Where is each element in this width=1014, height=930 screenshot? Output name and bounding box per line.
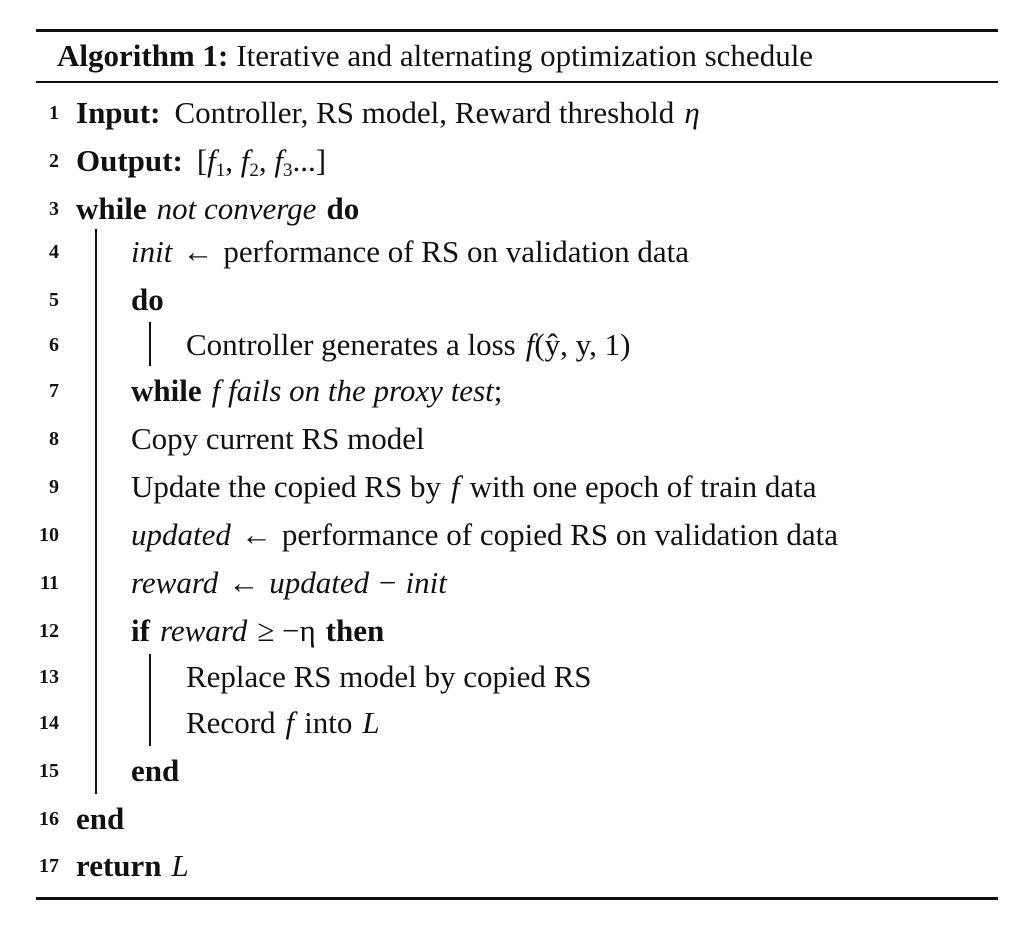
line-text: Controller generates a loss f(ŷ, y, 1)	[186, 327, 631, 362]
line-number: 11	[40, 572, 59, 594]
line-number: 13	[39, 666, 59, 688]
algorithm-line-2: 2 Output: [f1, f2, f3...]	[0, 138, 1014, 184]
if-keyword: if	[131, 613, 150, 648]
line-text: init ← performance of RS on validation dat…	[131, 234, 690, 269]
algorithm-line-7: 7 while f fails on the proxy test;	[0, 368, 1014, 414]
then-keyword: then	[325, 613, 385, 648]
line-text: Input: Controller, RS model, Reward thres…	[76, 90, 700, 136]
line-text: Replace RS model by copied RS	[186, 659, 592, 694]
line-text: reward ← updated − init	[131, 565, 447, 600]
while-keyword: while	[131, 373, 202, 408]
algorithm-line-15: 15 end	[0, 748, 1014, 794]
line-number: 3	[49, 198, 59, 220]
line-number: 6	[49, 334, 59, 356]
algorithm-line-13: 13 Replace RS model by copied RS	[0, 654, 1014, 700]
line-text: while not converge do	[76, 186, 359, 232]
algorithm-line-8: 8 Copy current RS model	[0, 416, 1014, 462]
caption-rule	[36, 81, 998, 83]
algorithm-title: Iterative and alternating optimization s…	[236, 38, 814, 73]
line-text: return L	[76, 848, 189, 883]
algorithm-line-3: 3 while not converge do	[0, 186, 1014, 232]
algorithm-label: Algorithm 1:	[57, 38, 229, 73]
line-text: end	[131, 748, 179, 794]
eta-symbol: η	[684, 95, 700, 130]
line-number: 7	[49, 380, 59, 402]
algorithm-line-12: 12 if reward ≥ −η then	[0, 608, 1014, 654]
line-text: end	[76, 796, 124, 842]
while-condition: not converge	[156, 191, 317, 226]
line-number: 16	[39, 808, 59, 830]
line-number: 12	[39, 620, 59, 642]
algorithm-line-9: 9 Update the copied RS by f with one epoch…	[0, 464, 1014, 510]
do-block-bar	[149, 322, 151, 366]
line-text: updated ← performance of copied RS on vali…	[131, 517, 838, 552]
line-text: Output: [f1, f2, f3...]	[76, 143, 327, 181]
line-number: 8	[49, 428, 59, 450]
if-block-bar	[149, 654, 151, 746]
line-number: 9	[49, 476, 59, 498]
algorithm-line-17: 17 return L	[0, 843, 1014, 889]
top-rule	[36, 29, 998, 32]
bottom-rule	[36, 897, 998, 900]
algorithm-line-5: 5 do	[0, 277, 1014, 323]
line-number: 14	[39, 712, 59, 734]
input-text: Controller, RS model, Reward threshold	[174, 95, 675, 130]
algorithm-line-14: 14 Record f into L	[0, 700, 1014, 746]
algorithm-line-16: 16 end	[0, 796, 1014, 842]
algorithm-line-4: 4 init ← performance of RS on validation d…	[0, 229, 1014, 275]
line-text: Copy current RS model	[131, 421, 425, 456]
line-text: while f fails on the proxy test;	[131, 373, 503, 408]
return-keyword: return	[76, 848, 162, 883]
algorithm-line-6: 6 Controller generates a loss f(ŷ, y, 1)	[0, 322, 1014, 368]
line-number: 17	[39, 855, 59, 877]
line-text: if reward ≥ −η then	[131, 613, 385, 648]
line-number: 4	[49, 241, 59, 263]
do-keyword: do	[326, 191, 360, 226]
line-text: Update the copied RS by f with one epoch o…	[131, 469, 817, 504]
input-keyword: Input:	[76, 95, 161, 130]
algorithm-caption: Algorithm 1: Iterative and alternating op…	[57, 36, 813, 76]
line-number: 1	[49, 102, 59, 124]
algorithm-line-11: 11 reward ← updated − init	[0, 560, 1014, 606]
line-text: Record f into L	[186, 705, 380, 740]
output-keyword: Output:	[76, 143, 183, 178]
line-number: 15	[39, 760, 59, 782]
algorithm-line-1: 1 Input: Controller, RS model, Reward thr…	[0, 90, 1014, 136]
line-number: 2	[49, 150, 59, 172]
while-keyword: while	[76, 191, 147, 226]
do-keyword: do	[131, 282, 164, 317]
line-text: do	[131, 277, 164, 323]
algorithm-line-10: 10 updated ← performance of copied RS on v…	[0, 512, 1014, 558]
end-keyword: end	[131, 753, 180, 788]
end-keyword: end	[76, 801, 125, 836]
line-number: 5	[49, 289, 59, 311]
while-block-bar	[95, 229, 97, 794]
line-number: 10	[39, 524, 59, 546]
